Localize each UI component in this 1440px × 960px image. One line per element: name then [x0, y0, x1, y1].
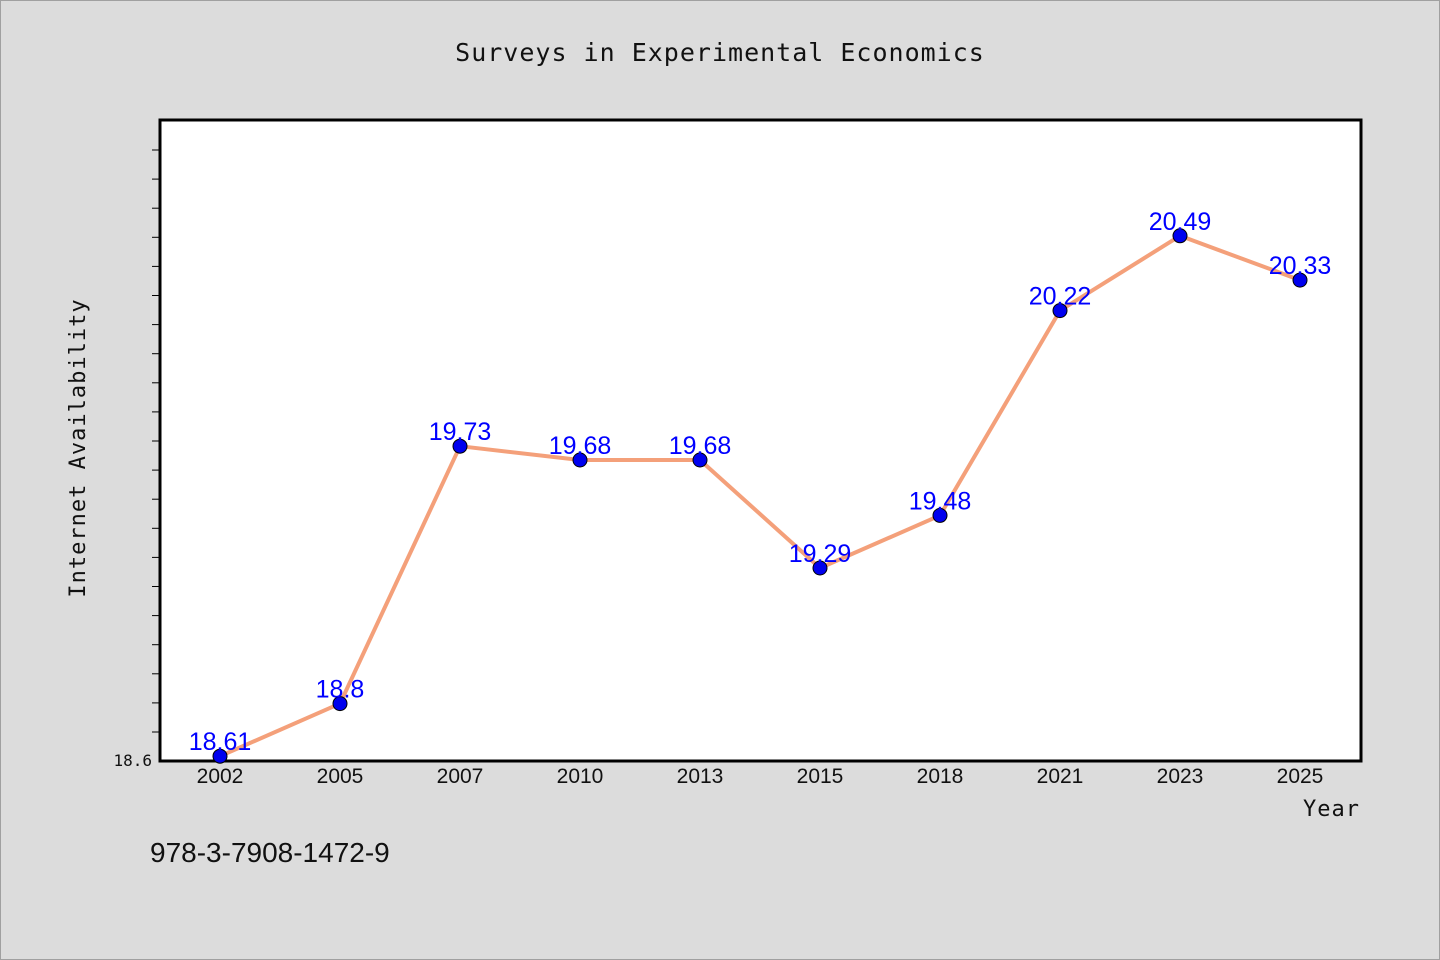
- x-tick-label: 2005: [317, 765, 364, 788]
- x-axis-label: Year: [1303, 797, 1360, 822]
- x-axis-ticks: 2002 2005 2007 2010 2013 2015 2018 2021 2023 2025: [197, 765, 1324, 788]
- chart-title: Surveys in Experimental Economics: [455, 38, 985, 67]
- x-tick-label: 2013: [677, 765, 724, 788]
- data-point: [452, 438, 468, 454]
- data-label: 20.49: [1149, 208, 1212, 236]
- x-tick-label: 2021: [1037, 765, 1084, 788]
- x-tick-label: 2025: [1277, 765, 1324, 788]
- data-point: [212, 748, 228, 764]
- data-point: [332, 696, 348, 712]
- isbn-text: 978-3-7908-1472-9: [150, 837, 390, 868]
- x-tick-label: 2023: [1157, 765, 1204, 788]
- data-label: 18.8: [316, 676, 365, 704]
- data-point: [932, 507, 948, 523]
- series-group: 18.61 18.8 19.73 19.68 19.68 19.29 19.48 20.22 2…: [189, 208, 1332, 764]
- data-point: [692, 452, 708, 468]
- y-axis-label: Internet Availability: [66, 298, 91, 597]
- y-tick-label: 18.6: [113, 751, 152, 770]
- data-point: [812, 560, 828, 576]
- data-point: [1172, 228, 1188, 244]
- data-point: [572, 452, 588, 468]
- data-label: 20.22: [1029, 283, 1092, 311]
- x-tick-label: 2002: [197, 765, 244, 788]
- data-label: 19.29: [789, 540, 852, 568]
- x-tick-label: 2007: [437, 765, 484, 788]
- series-line: [219, 233, 1301, 759]
- plot-area: [158, 118, 1363, 763]
- x-tick-label: 2018: [917, 765, 964, 788]
- data-point: [1292, 272, 1308, 288]
- data-label: 19.68: [669, 432, 732, 460]
- data-label: 20.33: [1269, 252, 1332, 280]
- data-label: 19.73: [429, 418, 492, 446]
- data-label: 19.48: [909, 487, 972, 515]
- y-axis-ticks: 18.6: [113, 149, 160, 770]
- x-tick-label: 2010: [557, 765, 604, 788]
- data-label: 18.61: [189, 728, 252, 756]
- data-label: 19.68: [549, 432, 612, 460]
- data-point: [1052, 303, 1068, 319]
- x-tick-label: 2015: [797, 765, 844, 788]
